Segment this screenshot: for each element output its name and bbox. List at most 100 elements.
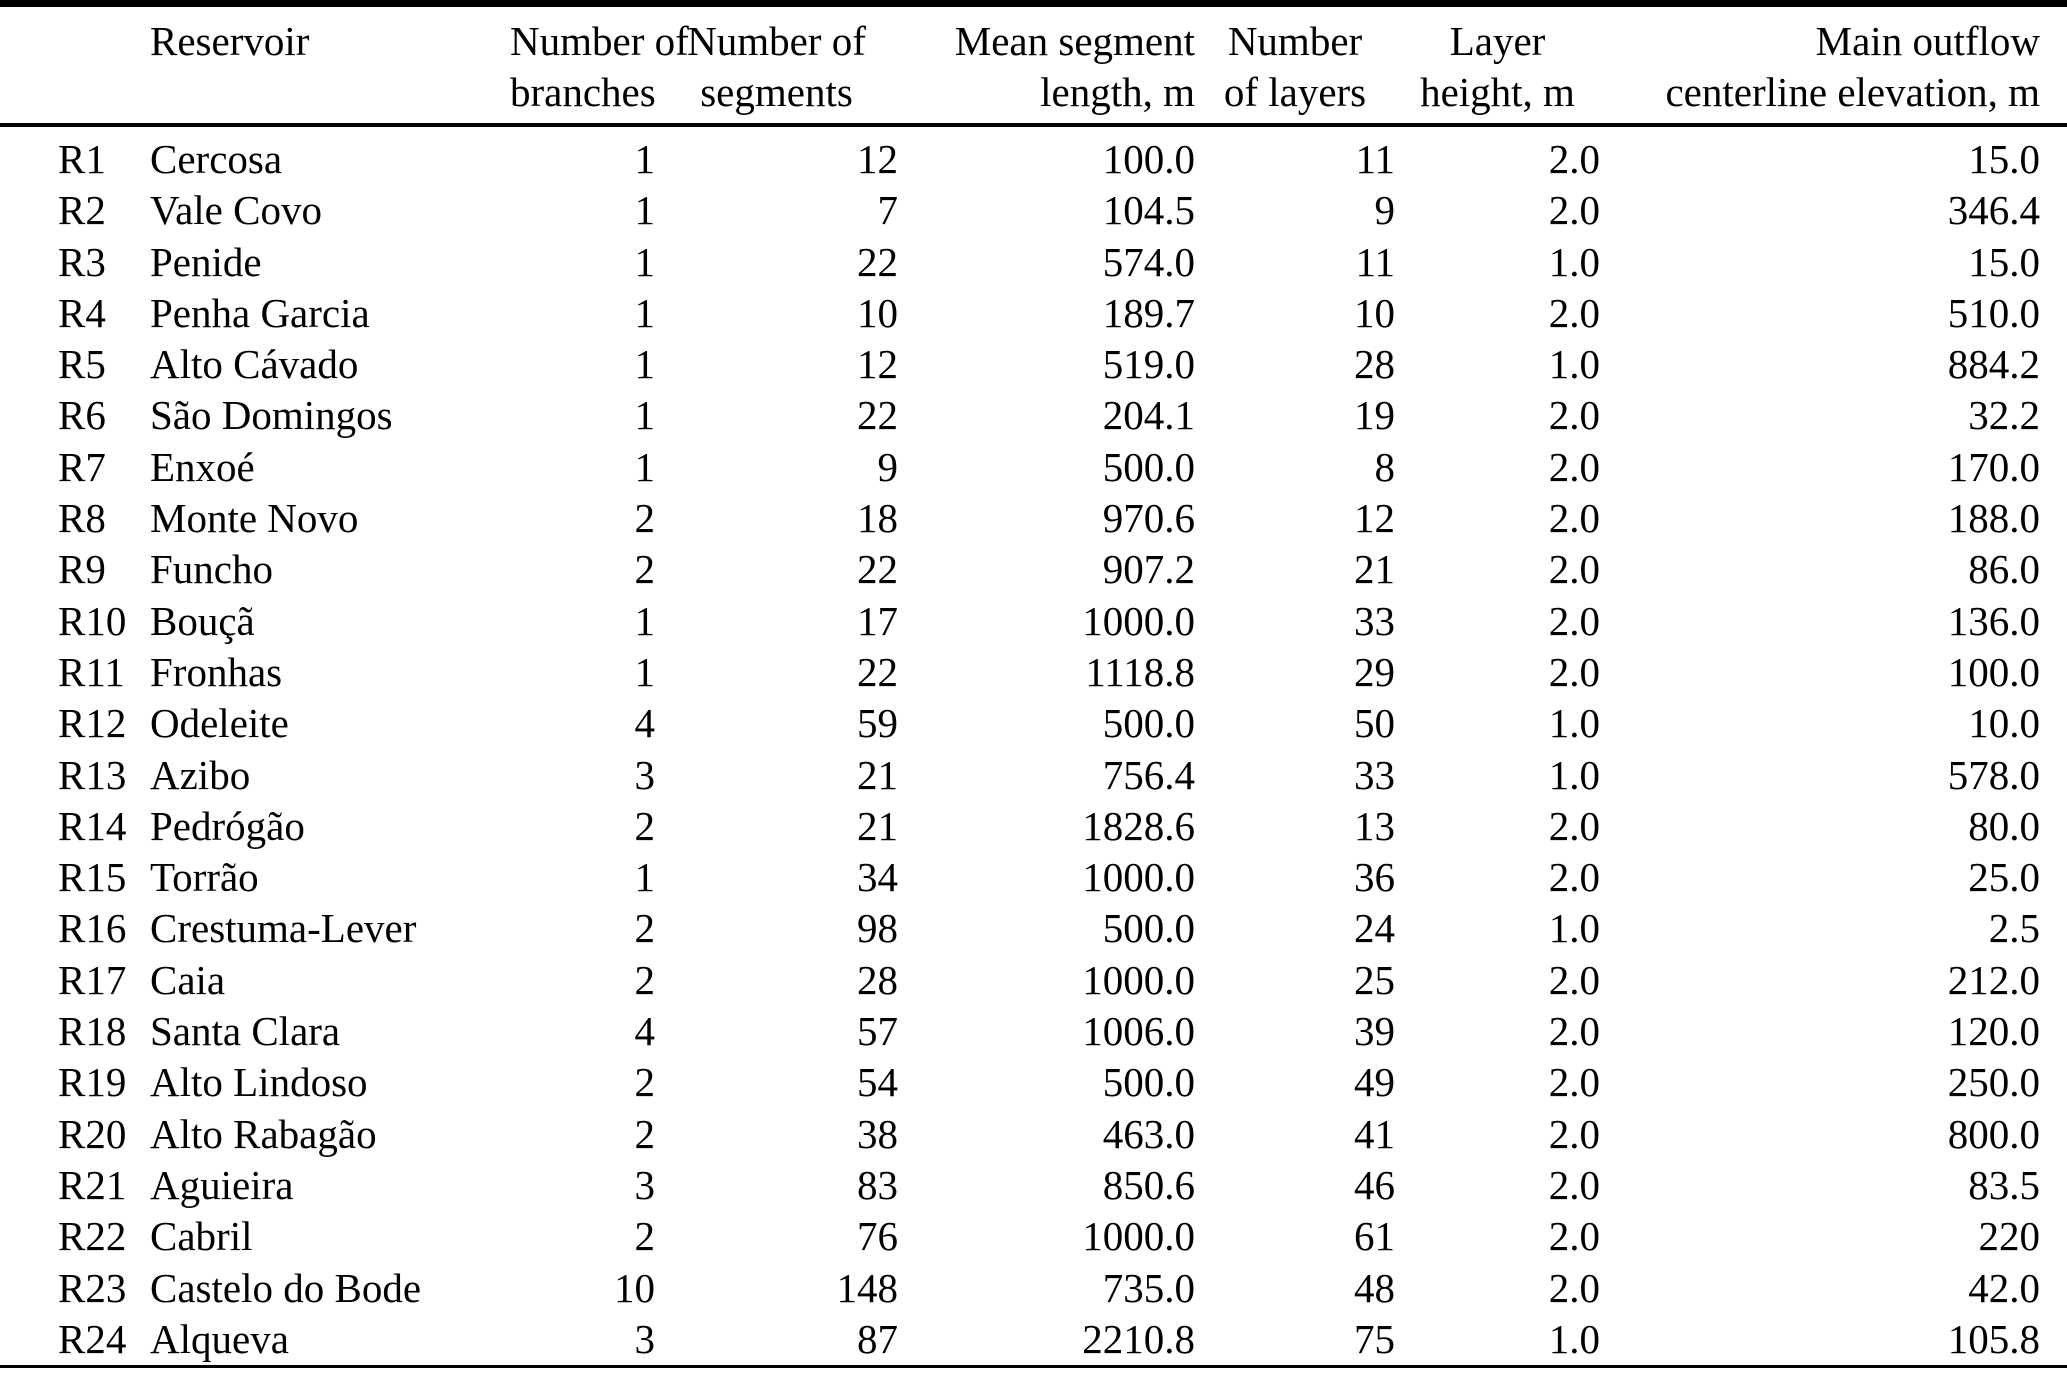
table-cell-number_of_segments: 22: [857, 238, 898, 285]
table-cell-number_of_layers: 49: [1354, 1059, 1395, 1106]
table-cell-reservoir_name: São Domingos: [150, 392, 393, 439]
table-cell-reservoir_name: Cabril: [150, 1213, 253, 1260]
table-cell-layer_height_m: 2.0: [1548, 1008, 1600, 1055]
table-cell-reservoir_name: Vale Covo: [150, 187, 322, 234]
table-cell-number_of_branches: 1: [634, 187, 656, 234]
table-cell-number_of_branches: 2: [634, 1110, 656, 1157]
table-row: R13 Azibo 3 21 756.4 33 1.0 578.0: [0, 750, 2067, 801]
table-row: R24 Alqueva 3 87 2210.8 75 1.0 105.8: [0, 1314, 2067, 1367]
table-cell-main_outflow_centerline_elevation_m: 105.8: [1947, 1315, 2040, 1362]
table-cell-number_of_layers: 61: [1354, 1213, 1395, 1260]
table-cell-mean_segment_length_m: 463.0: [1102, 1110, 1195, 1157]
table-row: R2 Vale Covo 1 7 104.5 9 2.0 346.4: [0, 185, 2067, 236]
table-cell-reservoir_id: R6: [58, 392, 106, 439]
table-cell-number_of_branches: 1: [634, 238, 656, 285]
column-header-layer-height: Layer height, m: [1395, 3, 1600, 127]
table-cell-main_outflow_centerline_elevation_m: 2.5: [1988, 905, 2040, 952]
table-cell-number_of_branches: 2: [634, 1059, 656, 1106]
table-cell-main_outflow_centerline_elevation_m: 32.2: [1968, 392, 2040, 439]
table-cell-mean_segment_length_m: 104.5: [1102, 187, 1195, 234]
table-cell-main_outflow_centerline_elevation_m: 188.0: [1947, 495, 2040, 542]
table-cell-reservoir_id: R19: [58, 1059, 127, 1106]
table-cell-number_of_layers: 36: [1354, 854, 1395, 901]
table-row: R10 Bouçã 1 17 1000.0 33 2.0 136.0: [0, 596, 2067, 647]
table-cell-mean_segment_length_m: 1118.8: [1085, 648, 1195, 695]
table-row: R8 Monte Novo 2 18 970.6 12 2.0 188.0: [0, 493, 2067, 544]
table-cell-reservoir_id: R1: [58, 136, 106, 182]
table-header-row: Reservoir Number of branches Number of s…: [0, 3, 2067, 127]
table-row: R14 Pedrógão 2 21 1828.6 13 2.0 80.0: [0, 801, 2067, 852]
table-cell-reservoir_id: R13: [58, 751, 127, 798]
column-header-line1: Layer: [1449, 18, 1546, 64]
table-body: R1 Cercosa 1 12 100.0 11 2.0 15.0 R2 Vale Covo 1 7 1…: [0, 125, 2067, 1367]
table-cell-reservoir_id: R22: [58, 1213, 127, 1260]
column-header-line2: height, m: [1420, 69, 1575, 115]
table-row: R7 Enxoé 1 9 500.0 8 2.0 170.0: [0, 442, 2067, 493]
table-row: R3 Penide 1 22 574.0 11 1.0 15.0: [0, 237, 2067, 288]
column-header-line1: Mean segment: [954, 18, 1195, 64]
table-cell-reservoir_name: Caia: [150, 956, 226, 1003]
table-cell-main_outflow_centerline_elevation_m: 42.0: [1968, 1264, 2040, 1311]
table-cell-layer_height_m: 2.0: [1548, 1161, 1600, 1208]
table-cell-number_of_segments: 18: [857, 495, 898, 542]
table-cell-reservoir_id: R5: [58, 341, 106, 388]
table-cell-number_of_branches: 2: [634, 905, 656, 952]
table-cell-number_of_layers: 75: [1354, 1315, 1395, 1362]
table-row: R12 Odeleite 4 59 500.0 50 1.0 10.0: [0, 698, 2067, 749]
table-cell-layer_height_m: 2.0: [1548, 597, 1600, 644]
column-header-line1: Number: [1227, 18, 1363, 64]
column-header-line2: segments: [700, 69, 853, 115]
table-cell-number_of_layers: 12: [1354, 495, 1395, 542]
table-cell-mean_segment_length_m: 2210.8: [1082, 1315, 1195, 1362]
table-cell-main_outflow_centerline_elevation_m: 250.0: [1947, 1059, 2040, 1106]
table-cell-mean_segment_length_m: 907.2: [1102, 546, 1195, 593]
table-row: R21 Aguieira 3 83 850.6 46 2.0 83.5: [0, 1160, 2067, 1211]
table-cell-number_of_branches: 1: [634, 854, 656, 901]
table-row: R1 Cercosa 1 12 100.0 11 2.0 15.0: [0, 125, 2067, 185]
table-cell-reservoir_id: R21: [58, 1161, 127, 1208]
table-cell-layer_height_m: 1.0: [1548, 700, 1600, 747]
table-cell-mean_segment_length_m: 189.7: [1102, 289, 1195, 336]
table-cell-number_of_segments: 83: [857, 1161, 898, 1208]
table-cell-mean_segment_length_m: 1000.0: [1082, 597, 1195, 644]
table-cell-number_of_layers: 33: [1354, 751, 1395, 798]
table-cell-number_of_segments: 21: [857, 751, 898, 798]
table-row: R11 Fronhas 1 22 1118.8 29 2.0 100.0: [0, 647, 2067, 698]
table-cell-reservoir_name: Crestuma-Lever: [150, 905, 417, 952]
column-header-reservoir-name: Reservoir: [150, 3, 510, 127]
table-cell-main_outflow_centerline_elevation_m: 578.0: [1947, 751, 2040, 798]
table-cell-number_of_segments: 57: [857, 1008, 898, 1055]
table-cell-main_outflow_centerline_elevation_m: 884.2: [1947, 341, 2040, 388]
table-cell-main_outflow_centerline_elevation_m: 212.0: [1947, 956, 2040, 1003]
table-cell-main_outflow_centerline_elevation_m: 15.0: [1968, 238, 2040, 285]
table-cell-layer_height_m: 2.0: [1548, 546, 1600, 593]
table-cell-number_of_branches: 1: [634, 289, 656, 336]
table-cell-number_of_segments: 7: [877, 187, 899, 234]
table-cell-reservoir_id: R12: [58, 700, 127, 747]
table-cell-mean_segment_length_m: 756.4: [1102, 751, 1195, 798]
table-cell-reservoir_id: R14: [58, 802, 127, 849]
table-row: R15 Torrão 1 34 1000.0 36 2.0 25.0: [0, 852, 2067, 903]
table-cell-reservoir_id: R18: [58, 1008, 127, 1055]
table-cell-reservoir_name: Aguieira: [150, 1161, 294, 1208]
table-cell-number_of_layers: 11: [1355, 238, 1395, 285]
table-cell-main_outflow_centerline_elevation_m: 80.0: [1968, 802, 2040, 849]
table-row: R4 Penha Garcia 1 10 189.7 10 2.0 510.0: [0, 288, 2067, 339]
table-header: Reservoir Number of branches Number of s…: [0, 3, 2067, 127]
table-cell-number_of_segments: 22: [857, 546, 898, 593]
table-cell-number_of_segments: 9: [877, 443, 899, 490]
table-cell-main_outflow_centerline_elevation_m: 10.0: [1968, 700, 2040, 747]
table-row: R23 Castelo do Bode 10 148 735.0 48 2.0 42.0: [0, 1263, 2067, 1314]
column-header-line2: centerline elevation, m: [1665, 69, 2040, 115]
table-cell-number_of_layers: 48: [1354, 1264, 1395, 1311]
table-cell-number_of_layers: 41: [1354, 1110, 1395, 1157]
table-cell-number_of_segments: 98: [857, 905, 898, 952]
table-cell-reservoir_id: R4: [58, 289, 106, 336]
table-cell-mean_segment_length_m: 1006.0: [1082, 1008, 1195, 1055]
table-cell-reservoir_id: R10: [58, 597, 127, 644]
table-cell-number_of_branches: 4: [634, 700, 656, 747]
table-cell-main_outflow_centerline_elevation_m: 170.0: [1947, 443, 2040, 490]
table-cell-reservoir_name: Alto Cávado: [150, 341, 359, 388]
table-cell-mean_segment_length_m: 500.0: [1102, 700, 1195, 747]
table-cell-mean_segment_length_m: 1000.0: [1082, 854, 1195, 901]
